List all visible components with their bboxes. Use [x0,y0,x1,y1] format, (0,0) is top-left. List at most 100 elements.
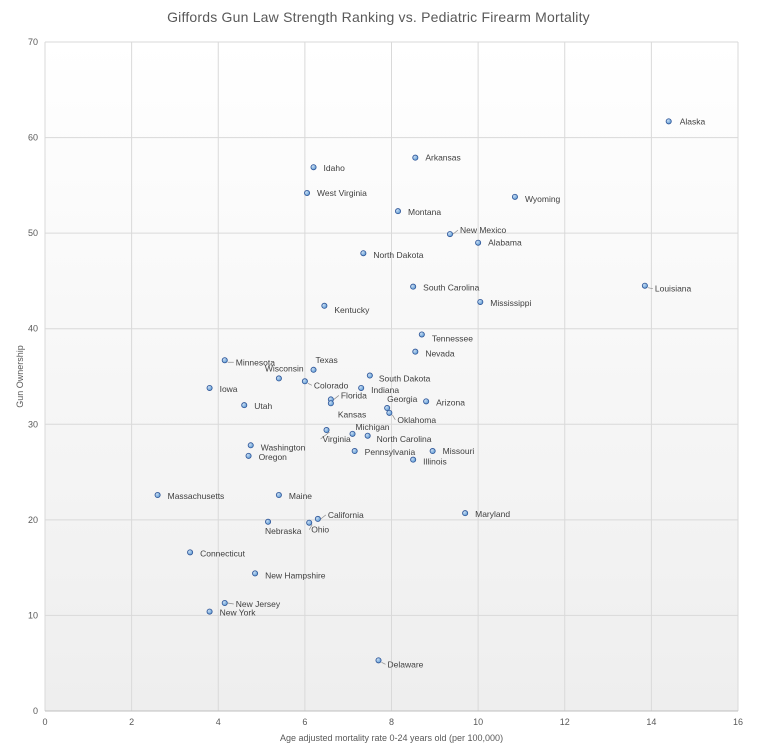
data-point [366,372,373,379]
data-point [154,492,161,499]
data-point [410,456,417,463]
data-point [310,366,317,373]
y-tick-label: 40 [28,324,38,334]
data-label: Minnesota [236,357,275,367]
leader-line [333,395,340,400]
data-label: North Dakota [373,250,423,260]
data-label: Indiana [371,385,399,395]
x-tick-label: 14 [646,717,656,727]
data-point [265,518,272,525]
data-label: Idaho [324,163,346,173]
leader-line [320,431,330,440]
data-label: Wyoming [525,194,561,204]
data-point [351,448,358,455]
leader-line [647,287,653,290]
data-point [511,193,518,200]
data-point [412,154,419,161]
leader-line [452,229,459,235]
data-label: Michigan [356,422,390,432]
data-label: Texas [316,355,338,365]
data-point [301,378,308,385]
y-axis-title: Gun Ownership [15,345,25,408]
data-label: Arizona [436,397,465,407]
data-point [221,600,228,607]
data-point [349,430,356,437]
data-label: Washington [261,442,306,452]
data-label: Virginia [323,434,351,444]
data-point [462,510,469,517]
data-label: Iowa [220,384,238,394]
data-label: Oklahoma [397,415,436,425]
leader-line [320,514,327,520]
x-tick-label: 10 [473,717,483,727]
data-label: Louisiana [655,284,692,294]
data-point [386,409,393,416]
x-tick-label: 2 [129,717,134,727]
data-point [306,519,313,526]
y-tick-label: 20 [28,515,38,525]
x-tick-label: 16 [733,717,743,727]
data-point [304,190,311,197]
data-label: Nevada [425,349,455,359]
chart-title: Giffords Gun Law Strength Ranking vs. Pe… [167,9,590,25]
data-point [446,231,453,238]
data-label: Arkansas [425,153,460,163]
y-tick-label: 10 [28,610,38,620]
data-label: Colorado [314,380,349,390]
data-point [206,608,213,615]
leader-line [381,662,386,665]
leader-line [308,524,313,530]
data-label: Montana [408,207,441,217]
data-label: Utah [254,401,272,411]
data-label: Connecticut [200,548,246,558]
data-point [429,448,436,455]
y-tick-label: 60 [28,133,38,143]
y-tick-label: 30 [28,419,38,429]
data-point [384,405,391,412]
data-label: Florida [341,390,367,400]
data-point [221,357,228,364]
data-point [247,442,254,449]
data-label: California [328,510,364,520]
data-label: West Virginia [317,188,367,198]
data-point [321,302,328,309]
x-tick-label: 12 [560,717,570,727]
data-point [394,208,401,215]
data-label: Oregon [259,452,288,462]
data-label: South Carolina [423,283,480,293]
data-point [252,570,259,577]
data-point [375,657,382,664]
x-tick-label: 0 [42,717,47,727]
data-point [327,400,334,407]
data-label: Massachusetts [168,491,225,501]
data-label: Mississippi [490,298,531,308]
data-label: Kentucky [334,305,370,315]
data-label: Illinois [423,457,447,467]
data-label: Ohio [311,525,329,535]
leader-line [392,414,396,420]
data-label: Delaware [388,659,424,669]
data-point [418,331,425,338]
data-label: Wisconsin [265,363,304,373]
x-tick-label: 8 [389,717,394,727]
data-label: North Carolina [377,434,432,444]
data-label: Kansas [338,409,366,419]
data-label: Nebraska [265,526,302,536]
data-point [477,298,484,305]
data-point [641,282,648,289]
data-point [423,398,430,405]
y-tick-label: 0 [33,706,38,716]
data-label: Maryland [475,509,510,519]
data-label: New York [220,608,257,618]
data-label: South Dakota [379,374,431,384]
data-point [187,549,194,556]
data-label: Tennessee [432,333,473,343]
data-point [360,250,367,257]
data-label: New Jersey [236,599,281,609]
data-label: Alaska [680,116,706,126]
data-point [310,164,317,171]
data-point [475,239,482,246]
data-point [364,432,371,439]
